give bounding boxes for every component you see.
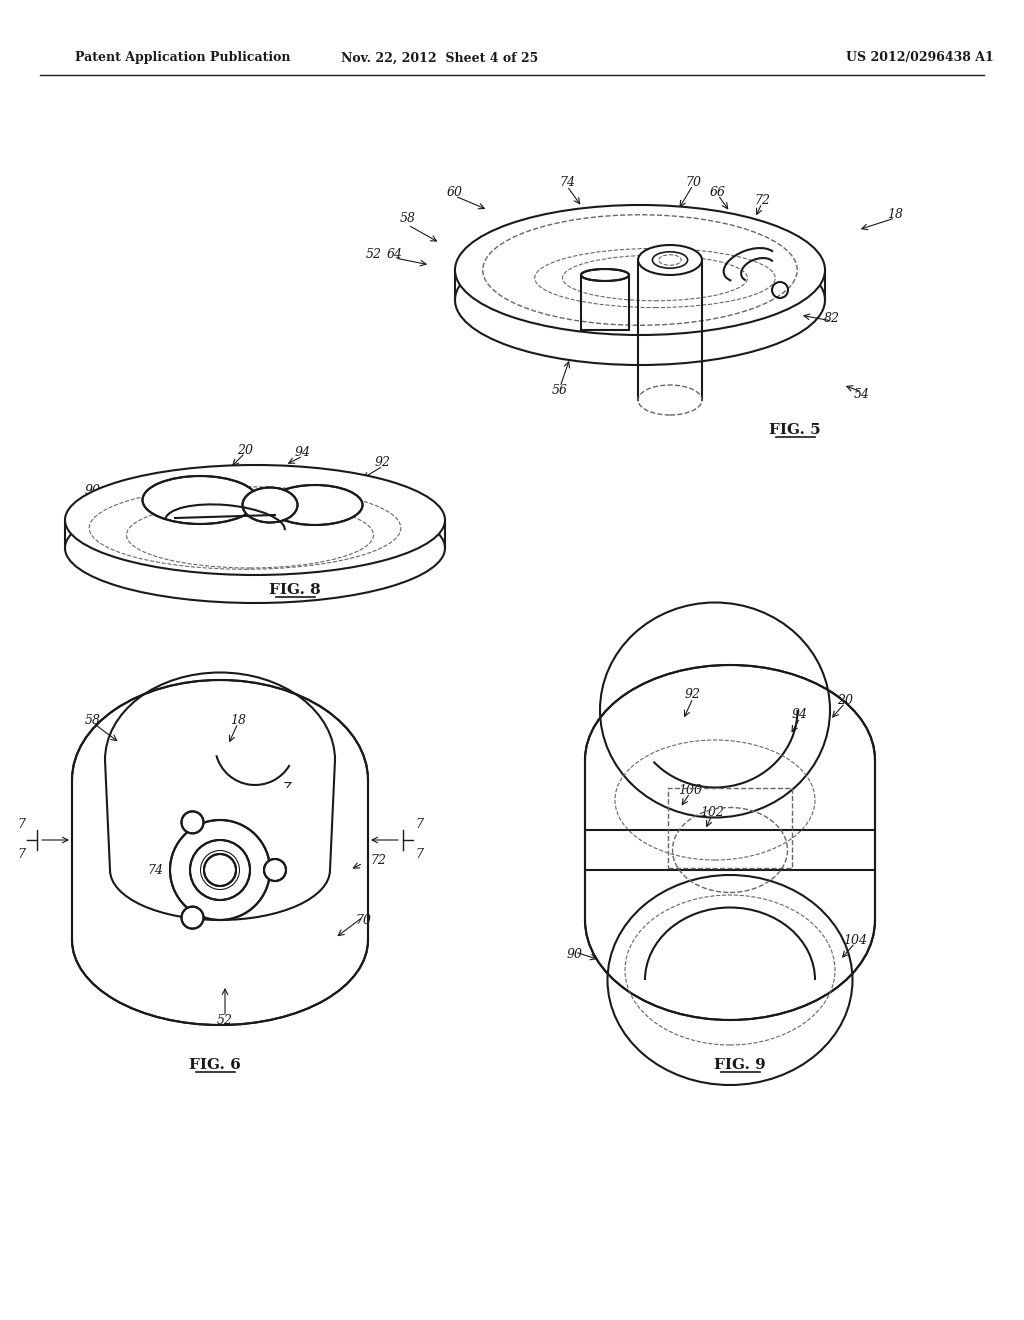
Ellipse shape [585, 665, 874, 855]
Text: Nov. 22, 2012  Sheet 4 of 25: Nov. 22, 2012 Sheet 4 of 25 [341, 51, 539, 65]
Text: 90: 90 [567, 949, 583, 961]
Text: 54: 54 [854, 388, 870, 401]
Text: 74: 74 [147, 863, 163, 876]
Text: 82: 82 [824, 312, 840, 325]
Bar [668, 788, 792, 869]
Text: 56: 56 [552, 384, 568, 396]
Text: 64: 64 [387, 248, 403, 261]
Ellipse shape [181, 812, 204, 833]
Text: 7: 7 [415, 849, 423, 862]
Text: 70: 70 [355, 913, 371, 927]
Ellipse shape [264, 859, 286, 880]
Ellipse shape [585, 820, 874, 1020]
Text: 20: 20 [837, 693, 853, 706]
Ellipse shape [72, 680, 368, 880]
Text: 104: 104 [843, 933, 867, 946]
Text: 102: 102 [700, 805, 724, 818]
Text: 96: 96 [370, 541, 386, 554]
Text: 52: 52 [217, 1014, 233, 1027]
Bar [72, 780, 368, 940]
Text: 7: 7 [17, 818, 25, 832]
Text: 60: 60 [447, 186, 463, 199]
Ellipse shape [204, 854, 236, 886]
Text: 18: 18 [887, 209, 903, 222]
Bar [585, 760, 874, 920]
Text: 58: 58 [400, 211, 416, 224]
Text: 70: 70 [685, 176, 701, 189]
Ellipse shape [267, 484, 362, 525]
Text: FIG. 8: FIG. 8 [269, 583, 321, 597]
Ellipse shape [243, 487, 298, 523]
Text: 80: 80 [212, 833, 228, 846]
Text: 66: 66 [710, 186, 726, 198]
Text: 7: 7 [415, 818, 423, 832]
Text: 80: 80 [567, 264, 583, 276]
Text: US 2012/0296438 A1: US 2012/0296438 A1 [846, 51, 994, 65]
Ellipse shape [181, 907, 204, 929]
Text: 94: 94 [295, 446, 311, 459]
Text: FIG. 9: FIG. 9 [714, 1059, 766, 1072]
Ellipse shape [190, 840, 250, 900]
Ellipse shape [638, 246, 702, 275]
Ellipse shape [65, 465, 445, 576]
Text: 7: 7 [17, 849, 25, 862]
Text: FIG. 6: FIG. 6 [189, 1059, 241, 1072]
Text: 94: 94 [792, 709, 808, 722]
Text: 92: 92 [685, 689, 701, 701]
Text: 74: 74 [559, 177, 575, 190]
Ellipse shape [581, 269, 629, 281]
Text: FIG. 5: FIG. 5 [769, 422, 821, 437]
Text: 58: 58 [85, 714, 101, 726]
Text: 18: 18 [230, 714, 246, 726]
Text: Patent Application Publication: Patent Application Publication [75, 51, 291, 65]
Text: 100: 100 [678, 784, 702, 796]
Ellipse shape [455, 205, 825, 335]
Text: 52: 52 [366, 248, 382, 261]
Ellipse shape [72, 855, 368, 1026]
Text: 90: 90 [85, 483, 101, 496]
Ellipse shape [170, 820, 270, 920]
Text: 92: 92 [375, 457, 391, 470]
Text: 20: 20 [237, 444, 253, 457]
Text: 72: 72 [754, 194, 770, 206]
Ellipse shape [142, 477, 257, 524]
Text: 72: 72 [370, 854, 386, 866]
